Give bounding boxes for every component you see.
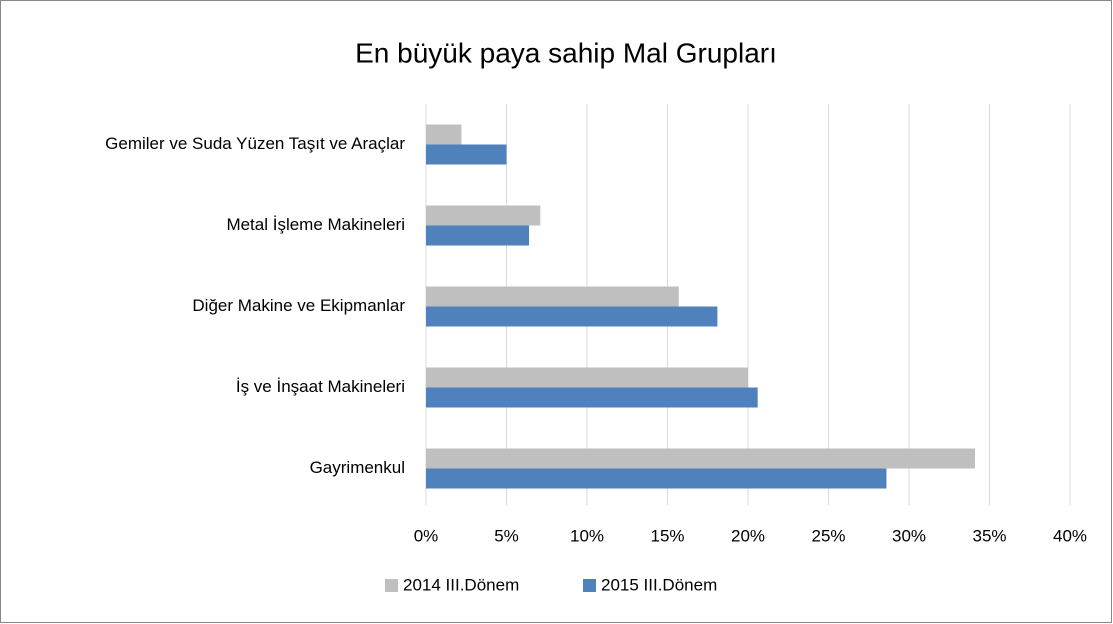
- bar: [426, 448, 976, 469]
- chart-title: En büyük paya sahip Mal Grupları: [355, 37, 777, 68]
- x-tick-label: 5%: [494, 526, 519, 545]
- legend-label: 2015 III.Dönem: [601, 575, 717, 594]
- legend-swatch: [385, 579, 398, 592]
- y-tick-label: Gemiler ve Suda Yüzen Taşıt ve Araçlar: [105, 134, 405, 153]
- x-tick-label: 40%: [1053, 526, 1087, 545]
- x-tick-label: 25%: [811, 526, 845, 545]
- x-tick-label: 30%: [892, 526, 926, 545]
- x-tick-label: 10%: [570, 526, 604, 545]
- x-tick-label: 20%: [731, 526, 765, 545]
- bar: [426, 387, 758, 408]
- legend-label: 2014 III.Dönem: [403, 575, 519, 594]
- bar: [426, 144, 507, 165]
- x-tick-label: 15%: [650, 526, 684, 545]
- y-tick-label: İş ve İnşaat Makineleri: [236, 377, 405, 396]
- bar: [426, 367, 748, 388]
- y-tick-label: Diğer Makine ve Ekipmanlar: [192, 296, 405, 315]
- bar: [426, 124, 462, 145]
- bar: [426, 306, 718, 327]
- bar: [426, 286, 679, 307]
- x-tick-label: 0%: [414, 526, 439, 545]
- x-tick-label: 35%: [972, 526, 1006, 545]
- legend-swatch: [583, 579, 596, 592]
- bar: [426, 205, 541, 226]
- y-tick-label: Gayrimenkul: [310, 458, 405, 477]
- bar: [426, 468, 887, 489]
- y-tick-label: Metal İşleme Makineleri: [226, 215, 405, 234]
- bar: [426, 225, 530, 246]
